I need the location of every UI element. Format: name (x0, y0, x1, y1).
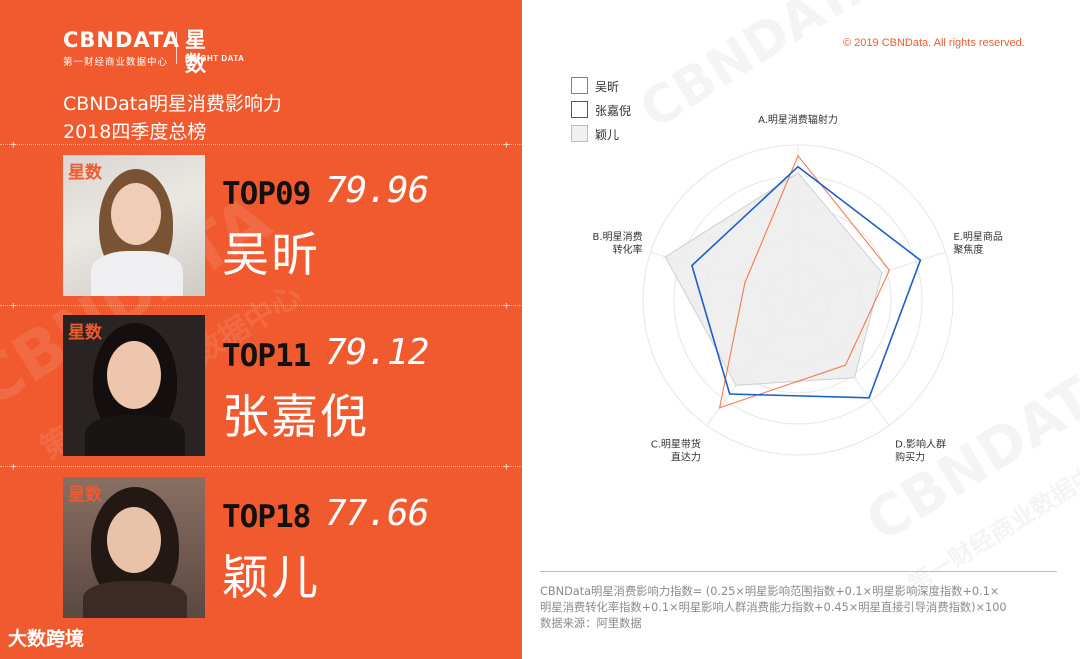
axis-label: E.明星商品聚焦度 (953, 230, 1003, 256)
celebrity-photo: 星数 (63, 155, 205, 296)
photo-watermark-logo: 星数 (68, 485, 102, 505)
title-line-1: CBNData明星消费影响力 (63, 93, 282, 115)
celebrity-name: 吴昕 (222, 228, 320, 283)
xingshu-logo-text: 星数 (185, 29, 206, 76)
axis-label: A.明星消费辐射力 (758, 113, 838, 126)
xingshu-logo-subtitle: BRIGHT DATA (185, 54, 245, 63)
plus-mark-icon: + (503, 460, 510, 473)
rank-label: TOP11 (222, 338, 311, 374)
axis-label: B.明星消费转化率 (593, 230, 643, 256)
cbndata-logo-subtitle: 第一财经商业数据中心 (63, 57, 169, 68)
photo-watermark-logo: 星数 (68, 163, 102, 183)
formula-note: CBNData明星消费影响力指数= (0.25×明星影响范围指数+0.1×明星影… (540, 584, 1065, 632)
cbndata-logo-text: CBNDATA (63, 28, 180, 52)
celebrity-photo: 星数 (63, 477, 205, 618)
score-value: 79.12 (325, 332, 429, 373)
divider-line (0, 466, 522, 467)
left-panel: CBNDATA 第一财经商业数据中心 CBNDATA 第一财经商业数据中心 星数… (0, 0, 522, 659)
legend-swatch (571, 125, 588, 142)
rank-label: TOP09 (222, 176, 311, 212)
celebrity-name: 张嘉倪 (222, 390, 369, 445)
plus-mark-icon: + (10, 138, 17, 151)
plus-mark-icon: + (10, 460, 17, 473)
axis-label: C.明星带货直达力 (651, 437, 701, 463)
plus-mark-icon: + (503, 299, 510, 312)
legend-item: 颖儿 (571, 125, 691, 143)
brand-divider (176, 32, 177, 64)
celebrity-photo: 星数 (63, 315, 205, 456)
separator-line (540, 571, 1057, 572)
legend-label: 吴昕 (595, 80, 620, 94)
series-line-1 (690, 165, 922, 399)
legend-label: 张嘉倪 (595, 104, 632, 118)
plus-mark-icon: + (503, 138, 510, 151)
legend-swatch (571, 77, 588, 94)
brand-logo: CBNDATA 第一财经商业数据中心 星数 BRIGHT DATA (63, 28, 244, 76)
formula-line-1: CBNData明星消费影响力指数= (0.25×明星影响范围指数+0.1×明星影… (540, 585, 1000, 598)
legend-item: 吴昕 (571, 77, 691, 95)
series-area-2 (664, 172, 883, 386)
score-value: 79.96 (325, 170, 429, 211)
score-value: 77.66 (325, 493, 429, 534)
rank-label: TOP18 (222, 499, 311, 535)
divider-line (0, 305, 522, 306)
formula-line-2: 明星消费转化率指数+0.1×明星影响人群消费能力指数+0.45×明星直接引导消费… (540, 601, 1007, 614)
series-line-0 (718, 154, 891, 409)
divider-line (0, 144, 522, 145)
legend-label: 颖儿 (595, 128, 620, 142)
legend-swatch (571, 101, 588, 118)
data-source: 数据来源：阿里数据 (540, 617, 642, 630)
plus-mark-icon: + (10, 299, 17, 312)
footer-logo: 大数跨境 (8, 628, 85, 650)
title-line-2: 2018四季度总榜 (63, 121, 207, 143)
axis-label: D.影响人群购买力 (895, 437, 946, 463)
radar-chart: A.明星消费辐射力 E.明星商品聚焦度 D.影响人群购买力 C.明星带货直达力 B.明星… (593, 113, 1003, 463)
page-title: CBNData明星消费影响力 2018四季度总榜 (63, 90, 282, 146)
photo-watermark-logo: 星数 (68, 323, 102, 343)
celebrity-name: 颖儿 (222, 551, 320, 606)
legend-item: 张嘉倪 (571, 101, 691, 119)
copyright-text: © 2019 CBNData. All rights reserved. (843, 37, 1025, 49)
